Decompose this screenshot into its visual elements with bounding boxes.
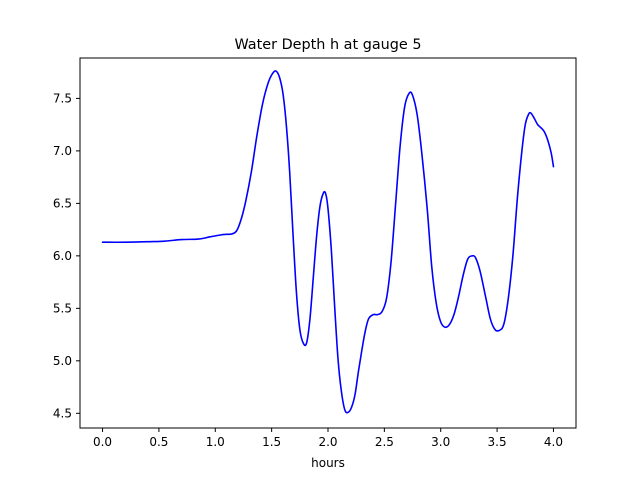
x-axis: 0.0 0.5 1.0 1.5 2.0 2.5 3.0 3.5 4.0 xyxy=(93,428,563,449)
y-axis: 4.5 5.0 5.5 6.0 6.5 7.0 7.5 xyxy=(53,91,80,420)
x-tick-label: 0.0 xyxy=(93,435,112,449)
x-tick-label: 0.5 xyxy=(149,435,168,449)
y-tick-label: 4.5 xyxy=(53,406,72,420)
x-tick-label: 1.0 xyxy=(206,435,225,449)
y-tick-label: 5.0 xyxy=(53,354,72,368)
series-line-0 xyxy=(101,70,555,414)
x-axis-label: hours xyxy=(311,456,345,470)
x-tick-label: 2.5 xyxy=(375,435,394,449)
chart-title: Water Depth h at gauge 5 xyxy=(234,37,421,53)
series-layer xyxy=(101,70,555,414)
x-tick-label: 4.0 xyxy=(544,435,563,449)
x-tick-label: 3.5 xyxy=(488,435,507,449)
y-tick-label: 7.5 xyxy=(53,91,72,105)
x-tick-label: 1.5 xyxy=(262,435,281,449)
y-tick-label: 7.0 xyxy=(53,144,72,158)
x-tick-label: 2.0 xyxy=(318,435,337,449)
y-tick-label: 6.5 xyxy=(53,196,72,210)
y-tick-label: 5.5 xyxy=(53,301,72,315)
plot-area xyxy=(80,58,576,428)
x-tick-label: 3.0 xyxy=(431,435,450,449)
y-tick-label: 6.0 xyxy=(53,249,72,263)
